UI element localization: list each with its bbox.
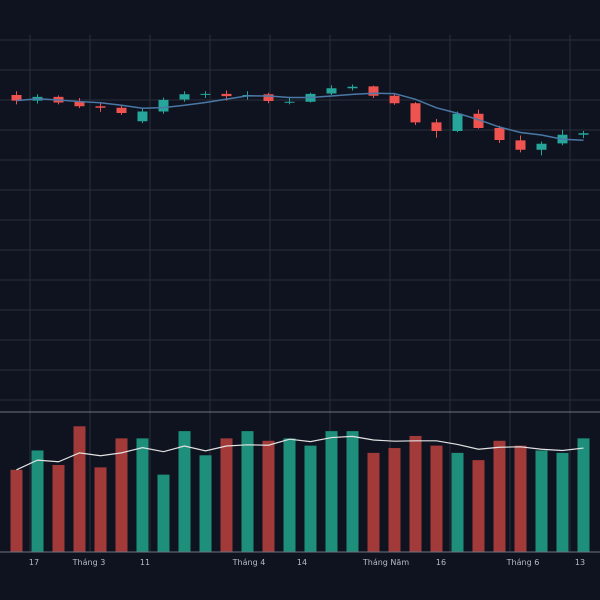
volume-bar xyxy=(73,426,86,552)
candle-body xyxy=(410,103,421,123)
candle-body xyxy=(389,95,400,104)
x-tick-label: Tháng 4 xyxy=(232,558,266,567)
candle-body xyxy=(515,140,526,150)
volume-bars[interactable] xyxy=(10,426,590,552)
volume-bar xyxy=(52,464,65,552)
volume-bar xyxy=(94,467,107,552)
candle-body xyxy=(221,93,232,97)
candle-body xyxy=(116,107,127,113)
candle-body xyxy=(284,101,295,103)
volume-bar xyxy=(430,445,443,552)
candle-body xyxy=(368,86,379,96)
candle-body xyxy=(74,101,85,107)
grid xyxy=(0,35,600,552)
volume-bar xyxy=(304,445,317,552)
x-tick-label: 17 xyxy=(29,558,39,567)
volume-bar xyxy=(241,431,254,552)
volume-bar xyxy=(325,431,338,552)
volume-bar xyxy=(157,474,170,552)
volume-bar xyxy=(31,450,44,552)
volume-bar xyxy=(409,435,422,552)
candle-body xyxy=(536,143,547,150)
volume-bar xyxy=(220,438,233,552)
volume-bar xyxy=(535,450,548,552)
volume-bar xyxy=(388,448,401,552)
x-tick-label: 13 xyxy=(575,558,585,567)
volume-bar xyxy=(283,438,296,552)
candle-body xyxy=(137,111,148,122)
candle-body xyxy=(158,99,169,112)
x-tick-label: Tháng 3 xyxy=(72,558,106,567)
volume-bar xyxy=(556,452,569,552)
candle-body xyxy=(263,94,274,101)
candle-body xyxy=(452,113,463,131)
volume-bar xyxy=(136,438,149,552)
x-tick-label: Tháng Năm xyxy=(362,558,409,567)
volume-moving-average-line xyxy=(16,435,584,471)
volume-bar xyxy=(493,440,506,552)
volume-bar xyxy=(178,431,191,552)
volume-bar xyxy=(451,452,464,552)
x-tick-label: 14 xyxy=(297,558,307,567)
volume-bar xyxy=(577,438,590,552)
candle-body xyxy=(179,94,190,100)
volume-bar xyxy=(115,438,128,552)
volume-bar xyxy=(10,469,23,552)
volume-bar xyxy=(262,440,275,552)
candle-body xyxy=(431,122,442,131)
candle-body xyxy=(494,128,505,140)
x-tick-label: 16 xyxy=(436,558,446,567)
candle-body xyxy=(473,113,484,128)
candle-body xyxy=(11,95,22,101)
volume-moving-average xyxy=(16,435,584,471)
volume-bar xyxy=(346,431,359,552)
x-tick-label: Tháng 6 xyxy=(506,558,540,567)
candle-body xyxy=(200,93,211,95)
candle-body xyxy=(347,86,358,89)
volume-bar xyxy=(472,460,485,552)
volume-bar xyxy=(367,452,380,552)
moving-average-line xyxy=(16,92,584,142)
candle-body xyxy=(578,133,589,135)
candle-body xyxy=(95,106,106,108)
x-tick-label: 11 xyxy=(140,558,150,567)
time-axis: 17 Tháng 3 11 Tháng 4 14 Tháng Năm 16 Th… xyxy=(0,551,600,567)
candle-body xyxy=(326,88,337,94)
candles[interactable] xyxy=(11,84,589,156)
moving-average xyxy=(16,92,584,142)
volume-bar xyxy=(514,445,527,552)
volume-bar xyxy=(199,455,212,552)
